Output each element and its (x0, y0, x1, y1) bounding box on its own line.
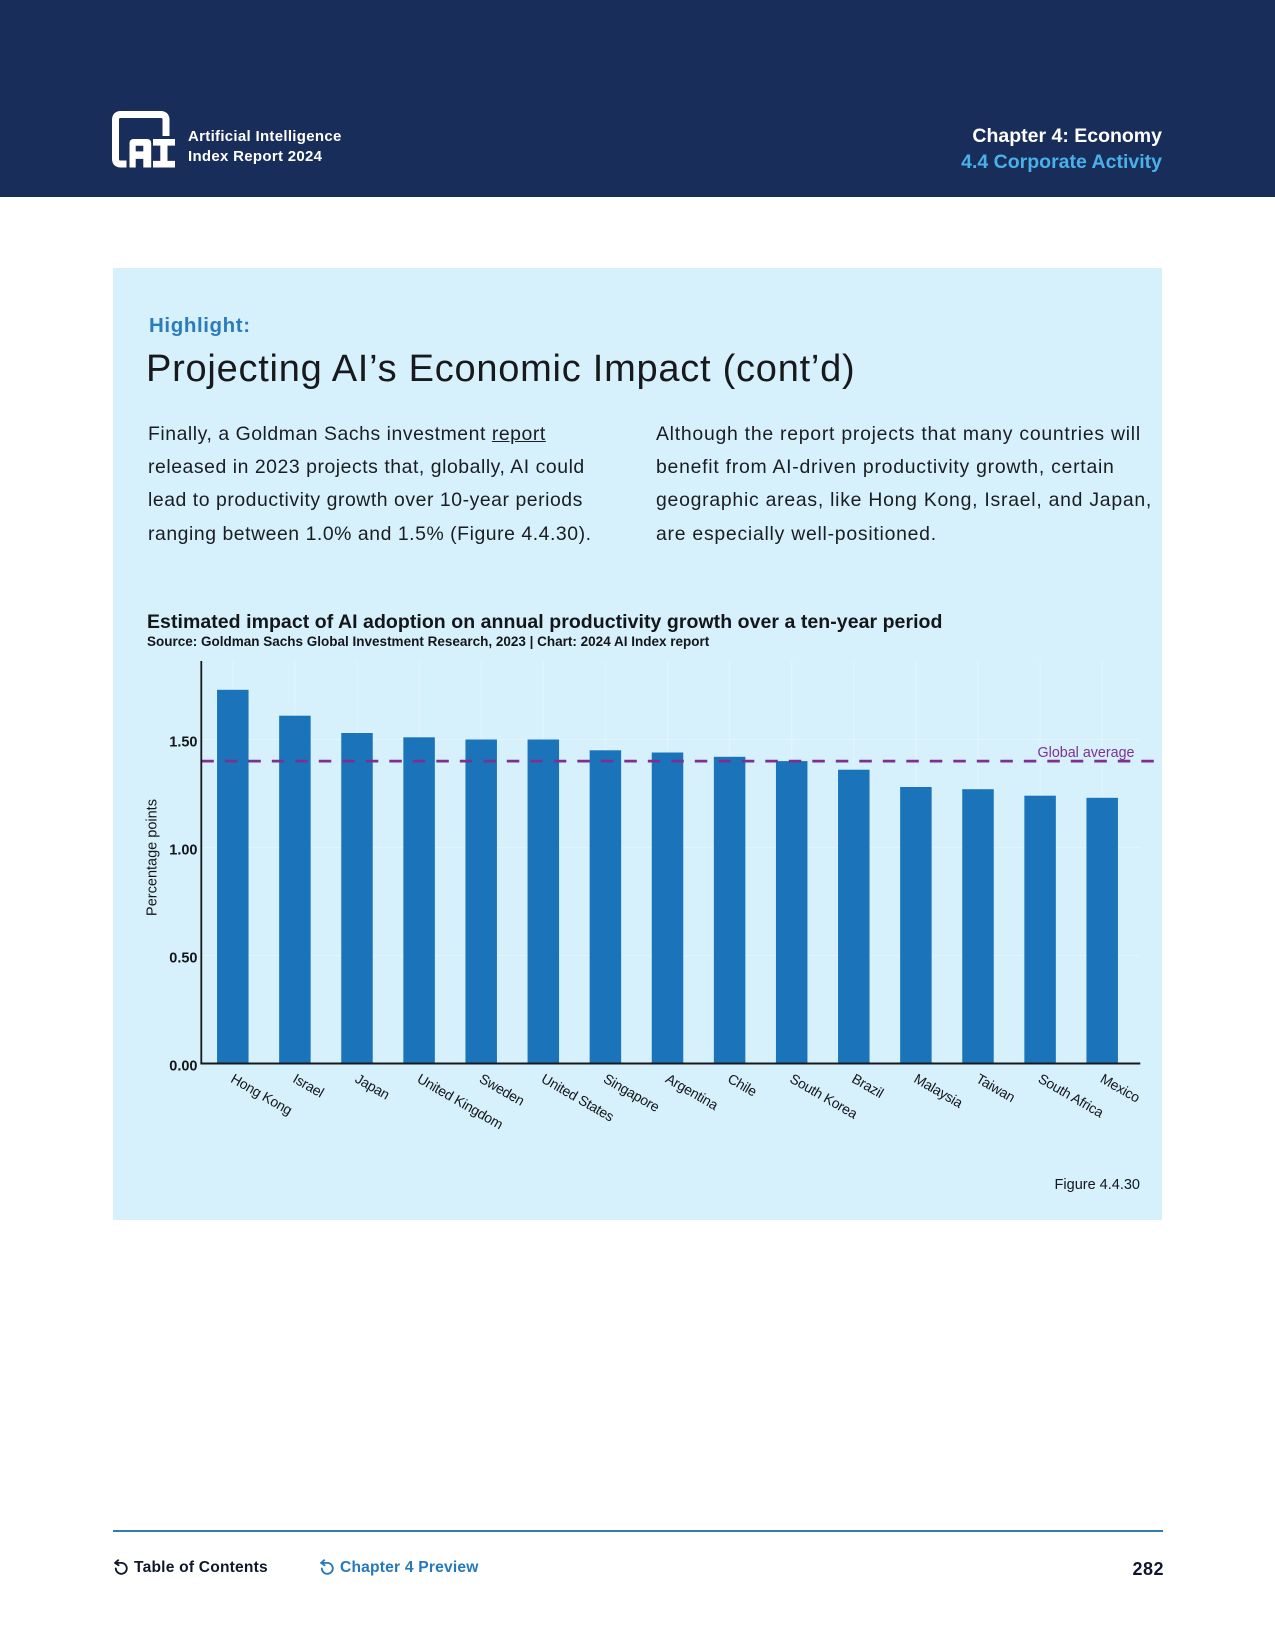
svg-text:0.50: 0.50 (169, 950, 197, 966)
svg-text:Israel: Israel (290, 1070, 326, 1100)
svg-text:1.00: 1.00 (169, 842, 197, 858)
svg-text:1.50: 1.50 (169, 734, 197, 750)
svg-text:Taiwan: Taiwan (974, 1070, 1018, 1105)
svg-text:Mexico: Mexico (1098, 1070, 1144, 1106)
svg-text:Hong Kong: Hong Kong (228, 1070, 295, 1118)
svg-text:Chile: Chile (725, 1070, 760, 1099)
svg-text:Brazil: Brazil (849, 1070, 886, 1101)
svg-text:Malaysia: Malaysia (911, 1070, 966, 1111)
svg-text:Argentina: Argentina (663, 1070, 721, 1113)
svg-text:South Korea: South Korea (787, 1070, 860, 1122)
svg-text:Global average: Global average (1038, 745, 1135, 761)
svg-text:0.00: 0.00 (169, 1058, 197, 1074)
svg-text:South Africa: South Africa (1036, 1070, 1107, 1120)
svg-text:Japan: Japan (353, 1070, 393, 1102)
svg-text:Percentage points: Percentage points (145, 799, 161, 916)
svg-text:Sweden: Sweden (477, 1070, 528, 1108)
